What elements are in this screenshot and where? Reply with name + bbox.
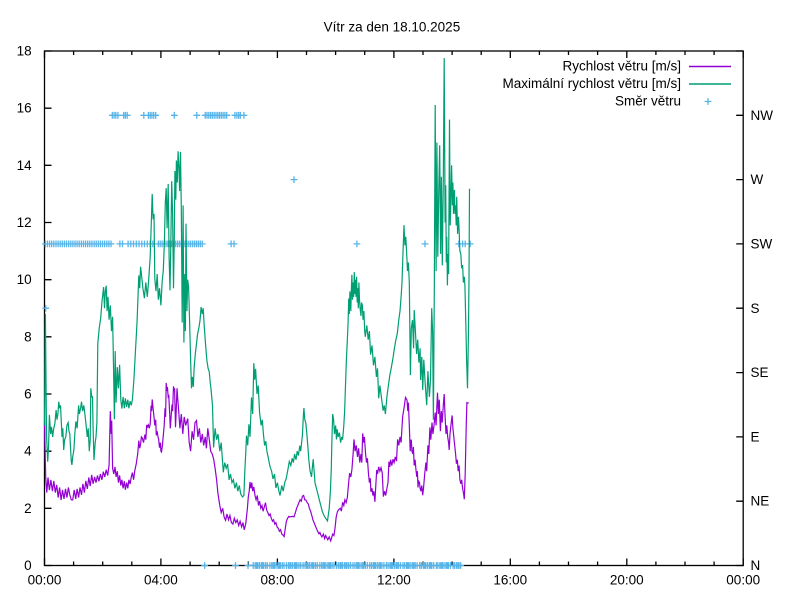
svg-text:4: 4 bbox=[24, 444, 32, 459]
svg-text:12: 12 bbox=[17, 215, 32, 230]
svg-text:Rychlost větru [m/s]: Rychlost větru [m/s] bbox=[562, 59, 681, 74]
svg-text:0: 0 bbox=[24, 558, 32, 573]
svg-text:NW: NW bbox=[751, 108, 774, 123]
svg-text:12:00: 12:00 bbox=[377, 573, 411, 588]
svg-text:08:00: 08:00 bbox=[261, 573, 295, 588]
svg-text:6: 6 bbox=[24, 387, 32, 402]
svg-text:Maximální rychlost větru [m/s]: Maximální rychlost větru [m/s] bbox=[502, 76, 681, 91]
svg-text:10: 10 bbox=[17, 272, 32, 287]
svg-text:W: W bbox=[751, 172, 764, 187]
svg-text:2: 2 bbox=[24, 501, 32, 516]
svg-text:SW: SW bbox=[751, 236, 773, 251]
svg-text:00:00: 00:00 bbox=[28, 573, 62, 588]
svg-text:S: S bbox=[751, 301, 760, 316]
svg-text:Směr větru: Směr větru bbox=[615, 94, 681, 109]
svg-text:NE: NE bbox=[751, 494, 770, 509]
svg-text:20:00: 20:00 bbox=[610, 573, 644, 588]
svg-text:04:00: 04:00 bbox=[144, 573, 178, 588]
svg-text:Vítr za den 18.10.2025: Vítr za den 18.10.2025 bbox=[324, 20, 461, 35]
svg-text:E: E bbox=[751, 429, 760, 444]
svg-text:N: N bbox=[751, 558, 761, 573]
svg-text:18: 18 bbox=[17, 44, 32, 59]
svg-text:16:00: 16:00 bbox=[493, 573, 527, 588]
svg-text:8: 8 bbox=[24, 329, 32, 344]
svg-text:00:00: 00:00 bbox=[726, 573, 760, 588]
svg-text:16: 16 bbox=[17, 101, 32, 116]
svg-text:SE: SE bbox=[751, 365, 769, 380]
svg-text:14: 14 bbox=[17, 158, 33, 173]
